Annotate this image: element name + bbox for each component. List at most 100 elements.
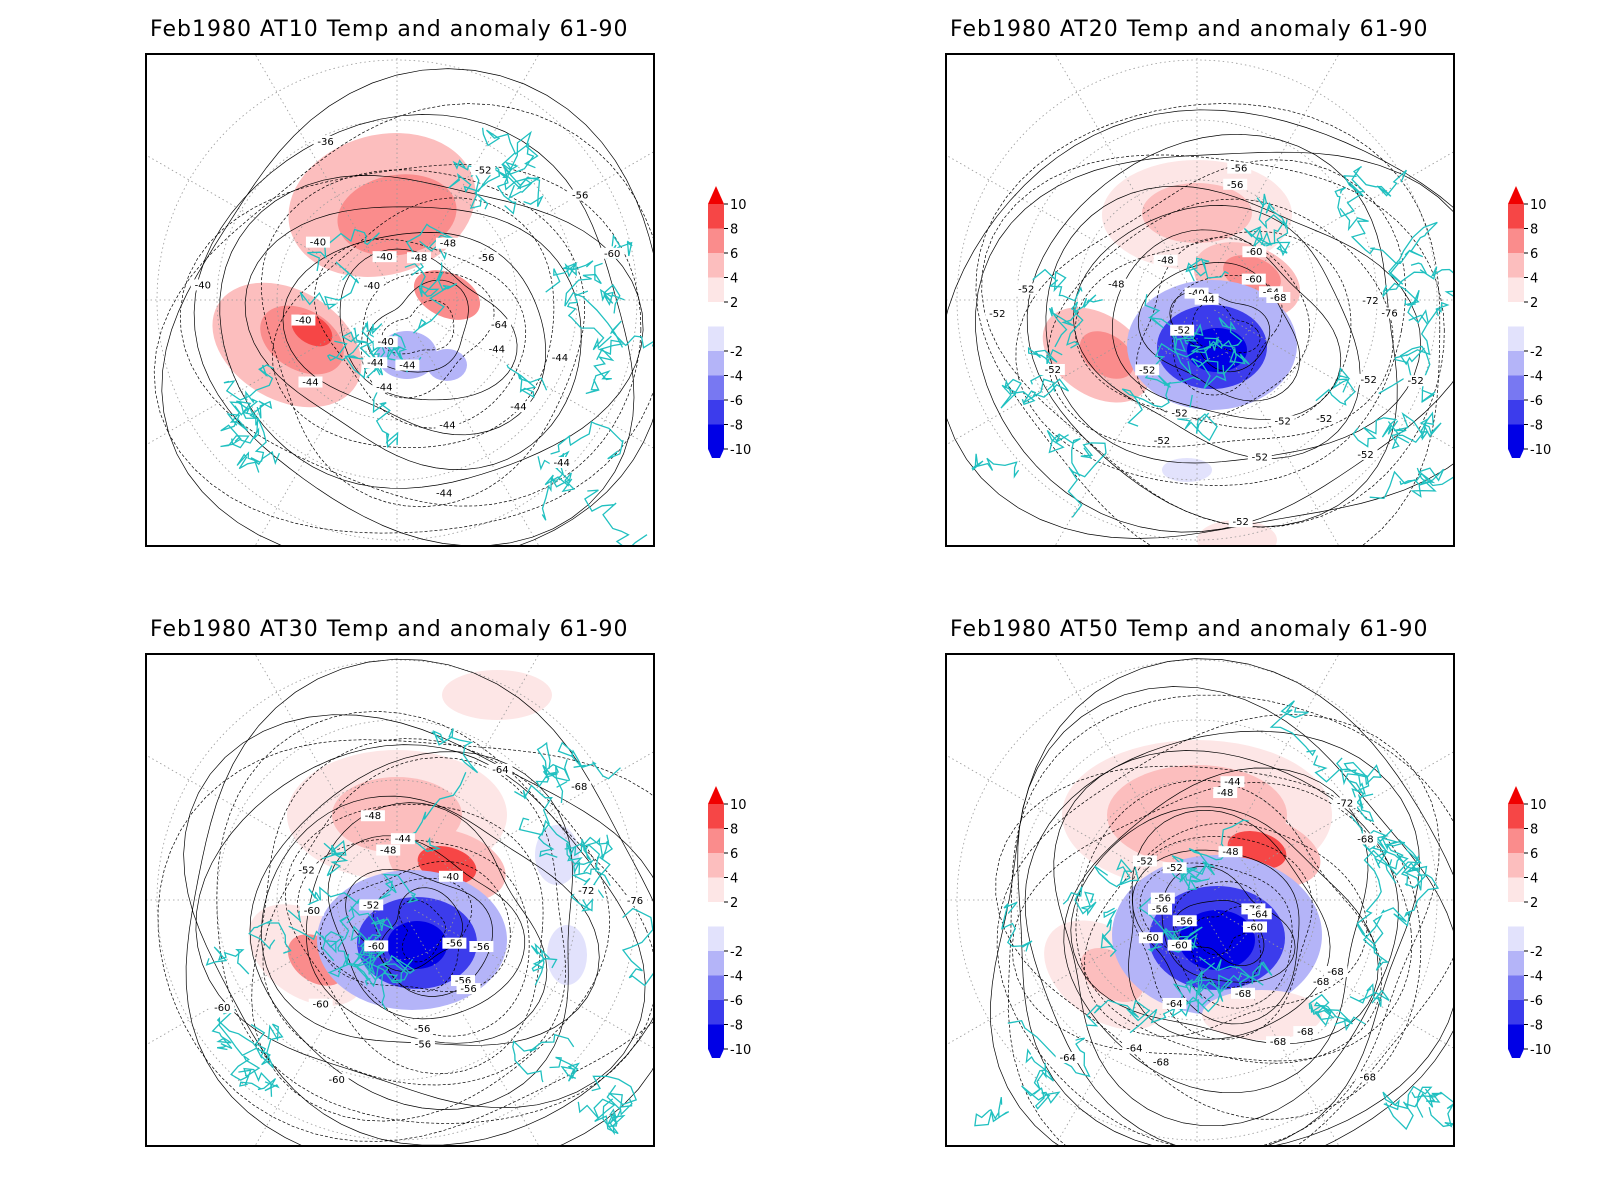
coastline <box>234 400 273 420</box>
meridian-line <box>1214 309 1453 449</box>
coastline <box>1188 819 1249 876</box>
contour-label-bg <box>1135 364 1160 376</box>
meridian-line <box>255 317 388 545</box>
coastline <box>599 284 625 314</box>
anomaly-region <box>442 670 552 720</box>
contour-label: -52 <box>363 900 379 911</box>
coastline <box>353 327 389 373</box>
contour-label-bg <box>1228 516 1253 528</box>
anomaly-shading <box>1044 740 1332 1040</box>
coastline <box>1177 394 1218 442</box>
meridian-line <box>1214 751 1453 891</box>
coastline <box>550 420 624 460</box>
contour-line <box>1007 694 1453 1145</box>
colorbar-svg: 10 8 6 4 2 -2 -4 -6 -8 -10 <box>708 786 751 1058</box>
contour-label: -52 <box>1166 863 1182 874</box>
map-svg: -56-56-56-56-56-56-60-60-60-60-60 -52-52-… <box>147 655 653 1145</box>
colorbar-segment <box>1508 1024 1524 1049</box>
contour-label-bg <box>359 899 384 911</box>
coastline <box>1000 378 1036 409</box>
meridian-line <box>1214 909 1453 1049</box>
colorbar-cap-bottom <box>708 1049 724 1058</box>
colorbar-label: 6 <box>1530 847 1538 862</box>
contour-label-bg <box>567 781 592 793</box>
contour-line <box>262 757 566 1086</box>
coastline <box>1352 417 1399 448</box>
contour-label-bg <box>308 998 333 1010</box>
contour-label-bg <box>1293 1026 1318 1038</box>
meridian-line <box>947 755 1180 891</box>
colorbar-segment <box>1508 926 1524 951</box>
contour-label: -56 <box>414 1024 430 1035</box>
contour-line <box>378 887 464 972</box>
contour-label: -72 <box>1362 296 1378 307</box>
contour-label: -44 <box>489 344 505 355</box>
colorbar-cap-bottom <box>1508 1049 1524 1058</box>
colorbar-svg: 10 8 6 4 2 -2 -4 -6 -8 -10 <box>1508 786 1551 1058</box>
contour-label: -76 <box>627 896 643 907</box>
anomaly-region <box>1162 458 1212 482</box>
coastline <box>448 166 501 210</box>
panel-at50: Feb1980 AT50 Temp and anomaly 61-90 -68-… <box>800 600 1600 1200</box>
coastline <box>1062 886 1097 917</box>
contour-label: -44 <box>367 358 383 369</box>
coastline <box>1381 262 1428 306</box>
contour-label: -68 <box>1270 293 1286 304</box>
colorbar-label: -10 <box>1530 443 1551 458</box>
contour-label: -48 <box>440 239 456 250</box>
coastline <box>549 1056 580 1082</box>
contour-label: -56 <box>572 191 588 202</box>
contour-line <box>381 300 455 355</box>
contour-line <box>975 103 1441 545</box>
contour-label-bg <box>1172 915 1197 927</box>
coastlines <box>974 700 1453 1131</box>
coastline <box>248 919 292 954</box>
coastline <box>1308 993 1335 1027</box>
contour-label-bg <box>395 359 420 371</box>
contour-label: -60 <box>328 1075 344 1086</box>
contour-label: -60 <box>214 1003 230 1014</box>
colorbar-segment <box>1508 351 1524 376</box>
contour-line <box>1047 198 1394 448</box>
contour-label-bg <box>363 357 388 369</box>
colorbar: 10 8 6 4 2 -2 -4 -6 -8 -10 <box>1508 178 1568 458</box>
colorbar-label: -2 <box>1530 945 1543 960</box>
contour-line <box>157 739 653 1142</box>
colorbar-label: 4 <box>730 272 738 287</box>
contour-label: -52 <box>1174 326 1190 337</box>
contour-line <box>1193 906 1256 956</box>
colorbar-label: 4 <box>730 872 738 887</box>
polar-map: -52 -52 -52 -52 -52 -52 -52 -52 -52 -52 -52 -52 -52 -… <box>945 53 1455 547</box>
colorbar-segment <box>708 804 724 829</box>
contour-label: -52 <box>1139 365 1155 376</box>
contour-label-bg <box>1132 855 1157 867</box>
contour-label: -56 <box>1152 905 1168 916</box>
colorbar-segment <box>1508 277 1524 302</box>
contour-line <box>1173 881 1264 988</box>
contour-label: -48 <box>411 253 427 264</box>
contour-labels: -68-68-68-68-68-68-68-64-64-64-60-60-56-… <box>1055 776 1380 1084</box>
colorbar-segment <box>1508 375 1524 400</box>
coastline <box>431 728 479 774</box>
contour-label-bg <box>1153 254 1178 266</box>
colorbar-label: -8 <box>730 419 743 434</box>
coastline <box>1385 1088 1443 1131</box>
coastline <box>234 390 260 444</box>
contour-label: -44 <box>1198 295 1214 306</box>
anomaly-region <box>427 349 467 381</box>
contour-label-bg <box>1213 787 1238 799</box>
contour-line <box>183 714 653 1145</box>
colorbar-segment <box>1508 400 1524 425</box>
latitude-circle <box>1016 719 1378 1081</box>
contour-line <box>249 751 573 1110</box>
contour-labels: -52 -52 -52 -52 -52 -52 -52 -52 -52 -52 -52 -52 -52 -… <box>985 162 1428 528</box>
colorbar-label: 6 <box>1530 247 1538 262</box>
coastline <box>1191 337 1227 389</box>
colorbar-cap-bottom <box>708 449 724 458</box>
meridian-line <box>406 317 539 545</box>
colorbar-segment <box>708 975 724 1000</box>
colorbar-label: -4 <box>730 970 743 985</box>
contour-label-bg <box>547 352 572 364</box>
contour-label: -60 <box>604 249 620 260</box>
contour-label-bg <box>294 864 319 876</box>
